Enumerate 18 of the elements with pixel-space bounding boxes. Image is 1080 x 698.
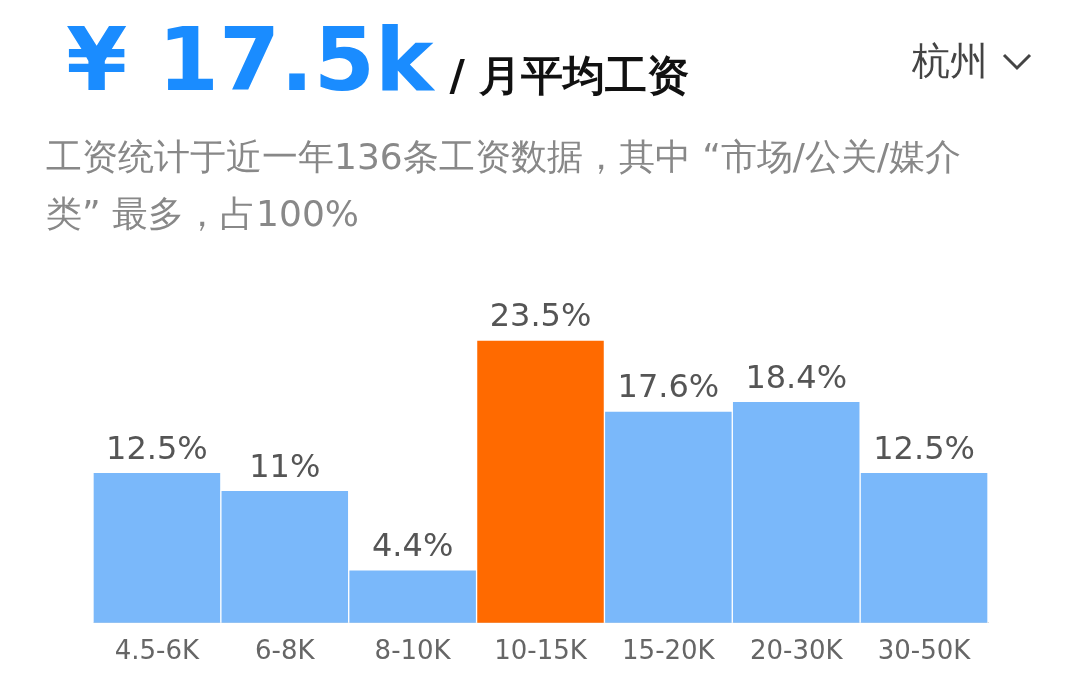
x-tick-label: 10-15K bbox=[494, 635, 588, 666]
data-label: 12.5% bbox=[873, 428, 975, 467]
chart-title: ¥ 17.5k bbox=[66, 8, 434, 111]
x-tick-label: 20-30K bbox=[749, 635, 844, 666]
data-label: 12.5% bbox=[106, 428, 208, 467]
x-tick-label: 8-10K bbox=[374, 635, 452, 666]
text: 工资统计于近一年136条工资数据，其中 “市场/公关/媒介类” 最多，占100% bbox=[46, 135, 963, 236]
x-tick-label: 30-50K bbox=[877, 635, 972, 666]
x-tick-label: 15-20K bbox=[622, 635, 716, 666]
x-tick-label: 4.5-6K bbox=[114, 635, 201, 666]
data-label: 4.4% bbox=[371, 526, 454, 565]
data-label: 18.4% bbox=[745, 357, 848, 396]
data-label: 11% bbox=[249, 446, 321, 485]
text: 杭州 bbox=[912, 38, 988, 85]
x-tick-label: 6-8K bbox=[255, 635, 316, 666]
data-label: 23.5% bbox=[489, 296, 592, 335]
chart-subtitle: / 月平均工资 bbox=[449, 50, 690, 102]
data-label: 17.6% bbox=[617, 367, 720, 406]
